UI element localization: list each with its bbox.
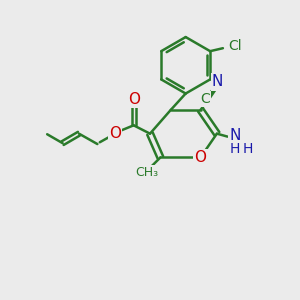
Text: Cl: Cl	[229, 39, 242, 53]
Text: O: O	[128, 92, 140, 107]
Text: N: N	[212, 74, 223, 89]
Text: CH₃: CH₃	[135, 166, 158, 179]
Text: C: C	[200, 92, 210, 106]
Text: H: H	[242, 142, 253, 155]
Text: N: N	[229, 128, 241, 143]
Text: O: O	[194, 150, 206, 165]
Text: O: O	[109, 126, 121, 141]
Text: H: H	[230, 142, 240, 155]
